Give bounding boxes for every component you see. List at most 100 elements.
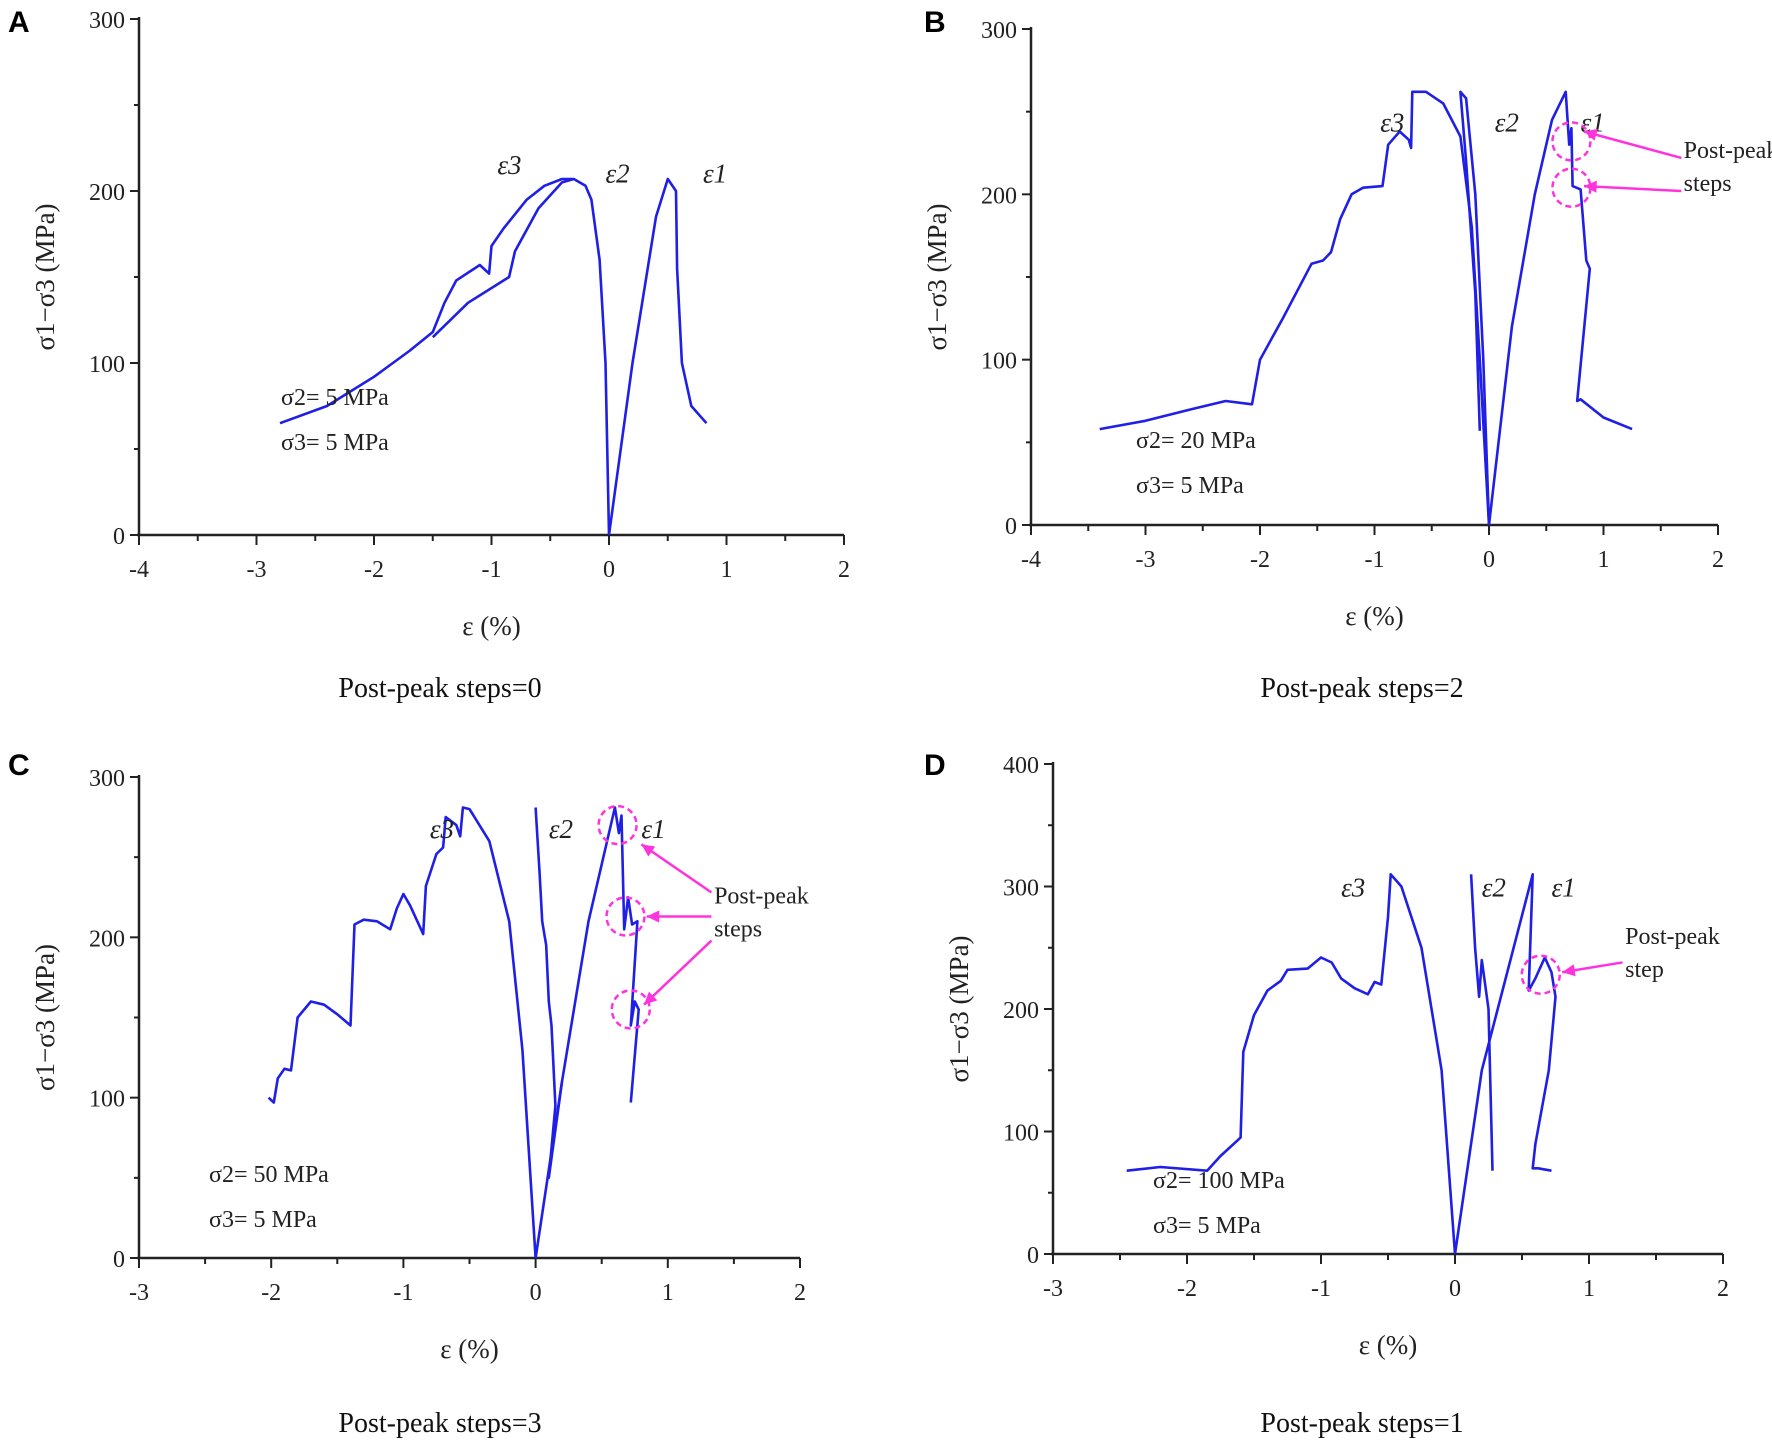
callout-arrowhead xyxy=(1584,180,1597,193)
x-tick-label: -1 xyxy=(482,557,502,583)
x-tick-label: 1 xyxy=(721,557,733,583)
callout-label: steps xyxy=(714,917,762,943)
callout-arrow xyxy=(1583,184,1682,193)
x-tick-label: 0 xyxy=(530,1280,542,1306)
series-ε3 xyxy=(1126,873,1457,1255)
x-tick-label: -3 xyxy=(129,1280,149,1306)
series-ε2 xyxy=(534,807,564,1180)
loading-condition: σ3= 5 MPa xyxy=(1153,1213,1261,1239)
callout-arrow xyxy=(643,939,713,1006)
x-tick-label: 1 xyxy=(662,1280,674,1306)
curve-label-ε1: ε1 xyxy=(641,814,665,844)
y-tick-label: 200 xyxy=(1003,998,1039,1024)
x-tick-label: -3 xyxy=(1043,1276,1063,1302)
x-tick-label: 0 xyxy=(1483,547,1495,573)
x-tick-label: 2 xyxy=(1712,547,1724,573)
y-axis-label: σ1−σ3 (MPa) xyxy=(30,203,60,350)
x-tick-label: 1 xyxy=(1583,1276,1595,1302)
y-tick-label: 300 xyxy=(89,766,125,792)
y-tick-label: 300 xyxy=(1003,876,1039,902)
callout-arrowhead xyxy=(641,844,656,857)
curve-label-ε2: ε2 xyxy=(549,814,573,844)
x-tick-label: -2 xyxy=(261,1280,281,1306)
panel-caption: Post-peak steps=3 xyxy=(338,1408,541,1439)
callout-label: Post-peak xyxy=(1625,924,1720,950)
series-ε3 xyxy=(279,177,576,425)
curve-label-ε3: ε3 xyxy=(430,814,454,844)
callout-label: steps xyxy=(1684,171,1732,197)
post-peak-step-highlight xyxy=(605,896,646,937)
panel-caption: Post-peak steps=1 xyxy=(1260,1408,1463,1439)
x-axis-label: ε (%) xyxy=(1345,601,1404,631)
x-tick-label: -1 xyxy=(1365,547,1385,573)
x-tick-label: -2 xyxy=(1177,1276,1197,1302)
post-peak-step-highlight xyxy=(1551,121,1592,162)
x-tick-label: -1 xyxy=(393,1280,413,1306)
x-axis-label: ε (%) xyxy=(1359,1330,1418,1360)
panel-letter: B xyxy=(924,6,946,39)
series-ε2 xyxy=(1459,90,1491,526)
callout-arrow xyxy=(1583,130,1682,160)
x-tick-label: 0 xyxy=(1449,1276,1461,1302)
x-tick-label: -2 xyxy=(364,557,384,583)
post-peak-step-highlight xyxy=(597,804,638,846)
callout-arrowhead xyxy=(1584,128,1598,141)
y-tick-label: 100 xyxy=(981,349,1017,375)
y-tick-label: 0 xyxy=(1027,1243,1039,1269)
panel-b: B -4 -3 -2 -1 0 1 2 0 100 200 300 ε (%) σ1−σ3 (MPa) ε3… xyxy=(922,6,1772,704)
x-tick-label: 2 xyxy=(1717,1276,1729,1302)
callout-arrow xyxy=(640,843,713,894)
series-ε1 xyxy=(1453,873,1557,1255)
callout-label: step xyxy=(1625,957,1664,983)
y-tick-label: 100 xyxy=(1003,1121,1039,1147)
x-axis-label: ε (%) xyxy=(462,611,521,641)
callout-arrowhead xyxy=(646,910,660,923)
y-tick-label: 100 xyxy=(89,1087,125,1113)
x-axis-label: ε (%) xyxy=(440,1334,499,1364)
x-tick-label: 0 xyxy=(603,557,615,583)
loading-condition: σ2= 5 MPa xyxy=(281,385,389,411)
panel-a: A -4 -3 -2 -1 0 1 2 0 100 200 300 ε (%) σ1−σ3 (MPa) ε3… xyxy=(8,6,850,704)
curve-label-ε3: ε3 xyxy=(497,150,521,180)
series-ε2 xyxy=(573,177,611,536)
series-ε1 xyxy=(607,177,708,536)
y-tick-label: 0 xyxy=(1005,514,1017,540)
x-tick-label: 1 xyxy=(1598,547,1610,573)
curve-label-ε3: ε3 xyxy=(1380,108,1404,138)
y-tick-label: 300 xyxy=(89,8,125,34)
panel-letter: C xyxy=(8,749,30,782)
y-axis-label: σ1−σ3 (MPa) xyxy=(922,203,952,350)
panel-letter: A xyxy=(8,6,30,39)
panel-d: D -3 -2 -1 0 1 2 0 100 200 300 400 ε (%) σ1−σ3 (MPa) ε… xyxy=(924,749,1729,1439)
panel-caption: Post-peak steps=2 xyxy=(1260,673,1463,704)
loading-condition: σ2= 100 MPa xyxy=(1153,1168,1285,1194)
callout-arrowhead xyxy=(1562,964,1576,977)
y-tick-label: 200 xyxy=(89,926,125,952)
loading-condition: σ3= 5 MPa xyxy=(209,1207,317,1233)
panel-c: C -3 -2 -1 0 1 2 0 100 200 300 ε (%) σ1−σ3 (MPa) ε3 ε2… xyxy=(8,749,809,1439)
y-tick-label: 300 xyxy=(981,18,1017,44)
x-tick-label: -2 xyxy=(1250,547,1270,573)
curve-label-ε2: ε2 xyxy=(605,158,629,188)
y-tick-label: 400 xyxy=(1003,753,1039,779)
x-tick-label: -4 xyxy=(129,557,149,583)
curve-label-ε2: ε2 xyxy=(1482,872,1506,902)
callout-label: Post-peak xyxy=(1684,138,1772,164)
callout-label: Post-peak xyxy=(714,884,809,910)
series-ε1 xyxy=(1487,90,1633,526)
curve-label-ε1: ε1 xyxy=(1551,872,1575,902)
x-tick-label: 2 xyxy=(838,557,850,583)
loading-condition: σ2= 20 MPa xyxy=(1136,428,1256,454)
x-tick-label: -3 xyxy=(247,557,267,583)
loading-condition: σ3= 5 MPa xyxy=(1136,473,1244,499)
y-axis-label: σ1−σ3 (MPa) xyxy=(944,935,974,1082)
panel-caption: Post-peak steps=0 xyxy=(338,673,541,704)
series-ε3 xyxy=(267,806,537,1259)
series-ε1 xyxy=(534,806,640,1259)
x-tick-label: -4 xyxy=(1021,547,1041,573)
y-tick-label: 200 xyxy=(89,180,125,206)
y-axis-label: σ1−σ3 (MPa) xyxy=(30,944,60,1091)
loading-condition: σ3= 5 MPa xyxy=(281,430,389,456)
x-tick-label: -1 xyxy=(1311,1276,1331,1302)
